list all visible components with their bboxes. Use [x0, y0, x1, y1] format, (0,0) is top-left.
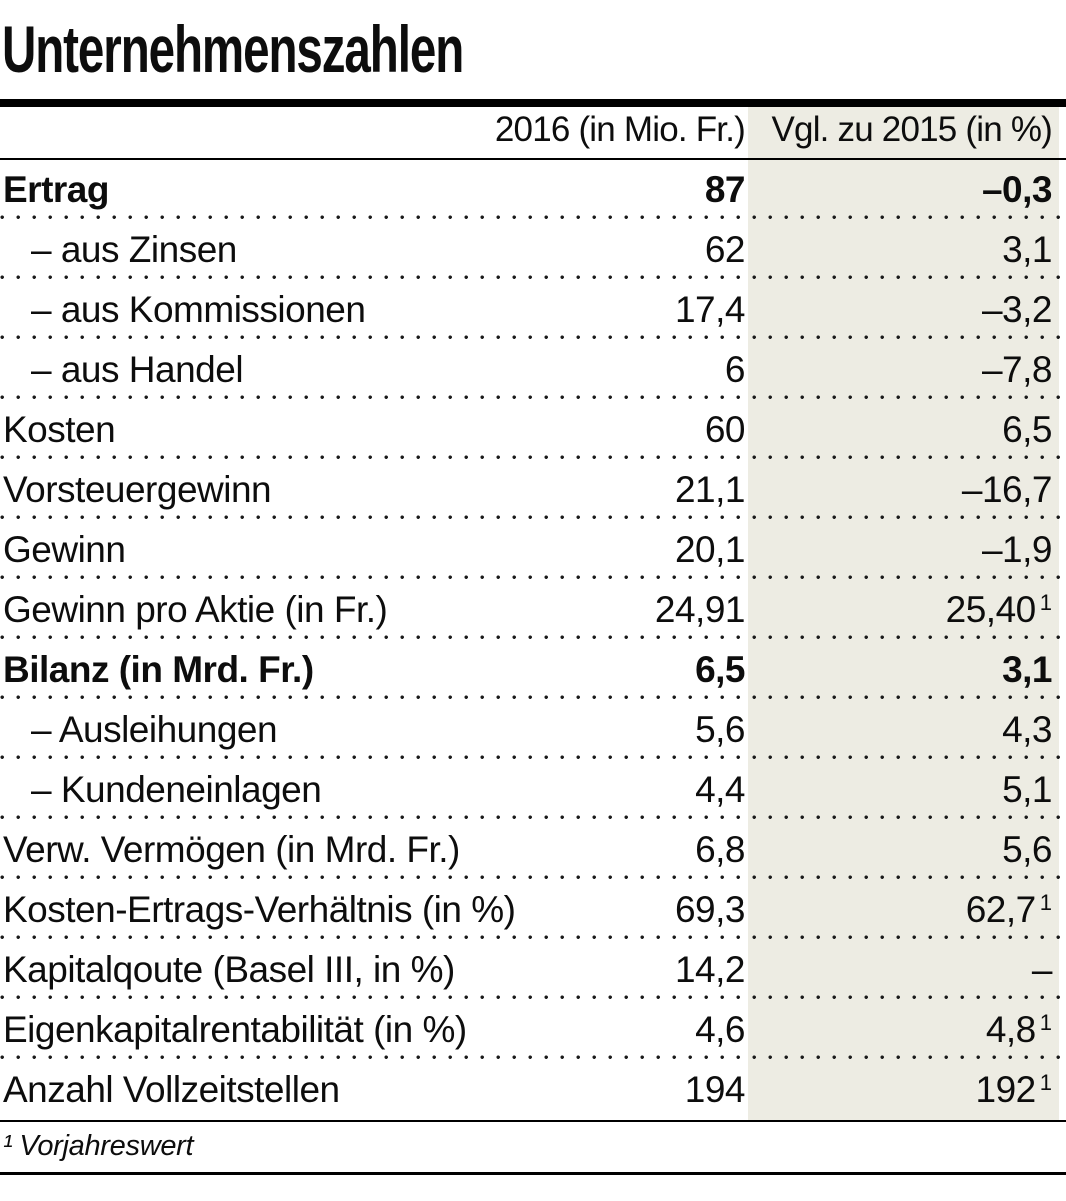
row-label: Gewinn pro Aktie (in Fr.)	[3, 589, 388, 630]
value-vgl-2015: 3,1	[1002, 649, 1052, 690]
value-vgl-2015: 4,8 1	[985, 1009, 1052, 1050]
row-label: Verw. Vermögen (in Mrd. Fr.)	[3, 829, 460, 870]
table-row: – aus Handel 6 –7,8	[0, 340, 1066, 400]
prior-year-footnote-marker: 1	[1039, 890, 1052, 915]
table-row: Bilanz (in Mrd. Fr.) 6,5 3,1	[0, 640, 1066, 700]
row-label: Kosten	[3, 409, 116, 450]
row-label: – Ausleihungen	[31, 709, 278, 750]
table-row: Kapitalqoute (Basel III, in %) 14,2 –	[0, 940, 1066, 1000]
prior-year-footnote-marker: 1	[1039, 1010, 1052, 1035]
value-2016: 5,6	[695, 709, 745, 750]
value-2016: 194	[684, 1069, 746, 1110]
title-rule	[0, 99, 1066, 107]
value-2016: 14,2	[674, 949, 746, 990]
row-label: Kapitalqoute (Basel III, in %)	[3, 949, 455, 990]
value-2016: 6,5	[695, 649, 745, 690]
row-label: Eigenkapitalrentabilität (in %)	[3, 1009, 467, 1050]
value-vgl-2015: –0,3	[981, 169, 1053, 210]
value-2016: 4,4	[695, 769, 745, 810]
value-vgl-2015: 192 1	[975, 1069, 1052, 1110]
prior-year-footnote-marker: 1	[1039, 1070, 1052, 1095]
bottom-rule	[0, 1172, 1066, 1175]
table-row: – Ausleihungen 5,6 4,3	[0, 700, 1066, 760]
value-2016: 6,8	[695, 829, 745, 870]
value-2016: 24,91	[654, 589, 746, 630]
row-label: – aus Kommissionen	[31, 289, 366, 330]
value-vgl-2015: 4,3	[1002, 709, 1052, 750]
table-row: Eigenkapitalrentabilität (in %) 4,6 4,8 1	[0, 1000, 1066, 1060]
row-label: – aus Handel	[31, 349, 244, 390]
value-2016: 6	[724, 349, 746, 390]
value-2016: 4,6	[695, 1009, 745, 1050]
table-row: Gewinn 20,1 –1,9	[0, 520, 1066, 580]
value-vgl-2015: –3,2	[981, 289, 1053, 330]
value-vgl-2015: 6,5	[1002, 409, 1052, 450]
row-label: – Kundeneinlagen	[31, 769, 322, 810]
table-row: Kosten 60 6,5	[0, 400, 1066, 460]
table-row: Gewinn pro Aktie (in Fr.) 24,91 25,40 1	[0, 580, 1066, 640]
table-bottom-rule	[0, 1120, 1066, 1122]
footnote-marker: ¹	[3, 1130, 13, 1162]
value-vgl-2015: –	[1031, 949, 1053, 990]
table-row: – Kundeneinlagen 4,4 5,1	[0, 760, 1066, 820]
value-2016: 69,3	[674, 889, 746, 930]
value-vgl-2015: –16,7	[961, 469, 1053, 510]
value-vgl-2015: –1,9	[981, 529, 1053, 570]
value-2016: 20,1	[674, 529, 746, 570]
value-vgl-2015: 5,1	[1002, 769, 1052, 810]
value-2016: 17,4	[674, 289, 746, 330]
row-label: Ertrag	[3, 169, 109, 210]
table-row: – aus Kommissionen 17,4 –3,2	[0, 280, 1066, 340]
row-label: Anzahl Vollzeitstellen	[3, 1069, 340, 1110]
column-header-2016: 2016 (in Mio. Fr.)	[494, 110, 746, 149]
value-vgl-2015: 3,1	[1002, 229, 1052, 270]
row-label: Kosten-Ertrags-Verhältnis (in %)	[3, 889, 516, 930]
row-label: Vorsteuergewinn	[3, 469, 272, 510]
table-row: Anzahl Vollzeitstellen 194 192 1	[0, 1060, 1066, 1120]
value-2016: 21,1	[674, 469, 746, 510]
value-vgl-2015: 25,40 1	[945, 589, 1052, 630]
value-2016: 62	[704, 229, 746, 270]
row-label: Gewinn	[3, 529, 126, 570]
column-header-vgl-2015: Vgl. zu 2015 (in %)	[771, 110, 1052, 149]
value-2016: 87	[704, 169, 746, 210]
row-label: Bilanz (in Mrd. Fr.)	[3, 649, 314, 690]
page-title: Unternehmenszahlen	[2, 12, 464, 86]
table-row: – aus Zinsen 62 3,1	[0, 220, 1066, 280]
value-vgl-2015: 62,7 1	[965, 889, 1052, 930]
value-vgl-2015: –7,8	[981, 349, 1053, 390]
table-row: Verw. Vermögen (in Mrd. Fr.) 6,8 5,6	[0, 820, 1066, 880]
table-body: Ertrag 87 –0,3 – aus Zinsen 62 3,1 – aus…	[0, 160, 1066, 1120]
value-vgl-2015: 5,6	[1002, 829, 1052, 870]
table-header: 2016 (in Mio. Fr.) Vgl. zu 2015 (in %)	[0, 107, 1066, 160]
table-row: Vorsteuergewinn 21,1 –16,7	[0, 460, 1066, 520]
value-2016: 60	[704, 409, 746, 450]
table-row: Ertrag 87 –0,3	[0, 160, 1066, 220]
table-row: Kosten-Ertrags-Verhältnis (in %) 69,3 62…	[0, 880, 1066, 940]
prior-year-footnote-marker: 1	[1039, 590, 1052, 615]
footnote-text: Vorjahreswert	[19, 1130, 194, 1162]
footnote: ¹ Vorjahreswert	[3, 1130, 194, 1163]
row-label: – aus Zinsen	[31, 229, 237, 270]
